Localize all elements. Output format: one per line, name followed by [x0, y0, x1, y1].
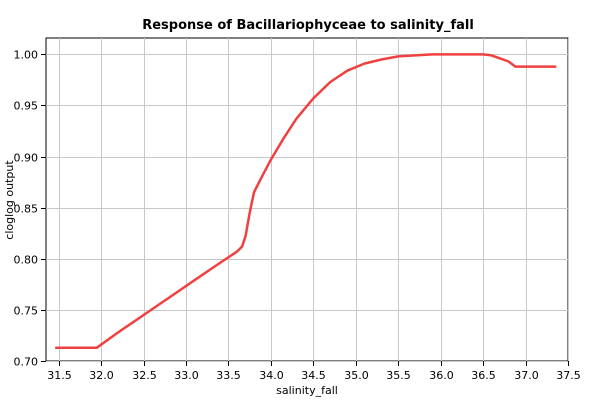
x-tick-label: 33.0: [174, 369, 199, 382]
x-tick-label: 32.0: [89, 369, 114, 382]
x-tick-label: 33.5: [216, 369, 241, 382]
x-tick-label: 35.0: [344, 369, 369, 382]
x-tick-labels: 31.5 32.0 32.5 33.0 33.5 34.0 34.5 35.0 35.5 36.0…: [47, 369, 581, 382]
x-tick-label: 36.0: [429, 369, 454, 382]
axis-ticks: [41, 54, 569, 366]
y-tick-label: 0.85: [14, 203, 39, 216]
y-tick-label: 0.90: [14, 152, 39, 165]
grid: [46, 38, 569, 362]
y-tick-label: 0.80: [14, 254, 39, 267]
plot-area: [45, 37, 569, 362]
x-tick-label: 32.5: [132, 369, 157, 382]
x-tick-label: 37.0: [514, 369, 539, 382]
y-tick-label: 0.95: [14, 100, 39, 113]
y-tick-label: 0.75: [14, 305, 39, 318]
y-tick-labels: 0.70 0.75 0.80 0.85 0.90 0.95 1.00: [14, 49, 39, 369]
y-tick-label: 1.00: [14, 49, 39, 62]
chart-title: Response of Bacillariophyceae to salinit…: [142, 18, 474, 33]
x-tick-label: 34.5: [301, 369, 326, 382]
x-axis-label: salinity_fall: [276, 384, 338, 397]
y-axis-label: cloglog output: [3, 160, 16, 240]
x-tick-label: 31.5: [47, 369, 72, 382]
x-tick-label: 34.0: [259, 369, 284, 382]
x-tick-label: 36.5: [471, 369, 496, 382]
x-tick-label: 37.5: [556, 369, 581, 382]
y-tick-label: 0.70: [14, 356, 39, 369]
x-tick-label: 35.5: [386, 369, 411, 382]
response-curve: [54, 53, 557, 349]
